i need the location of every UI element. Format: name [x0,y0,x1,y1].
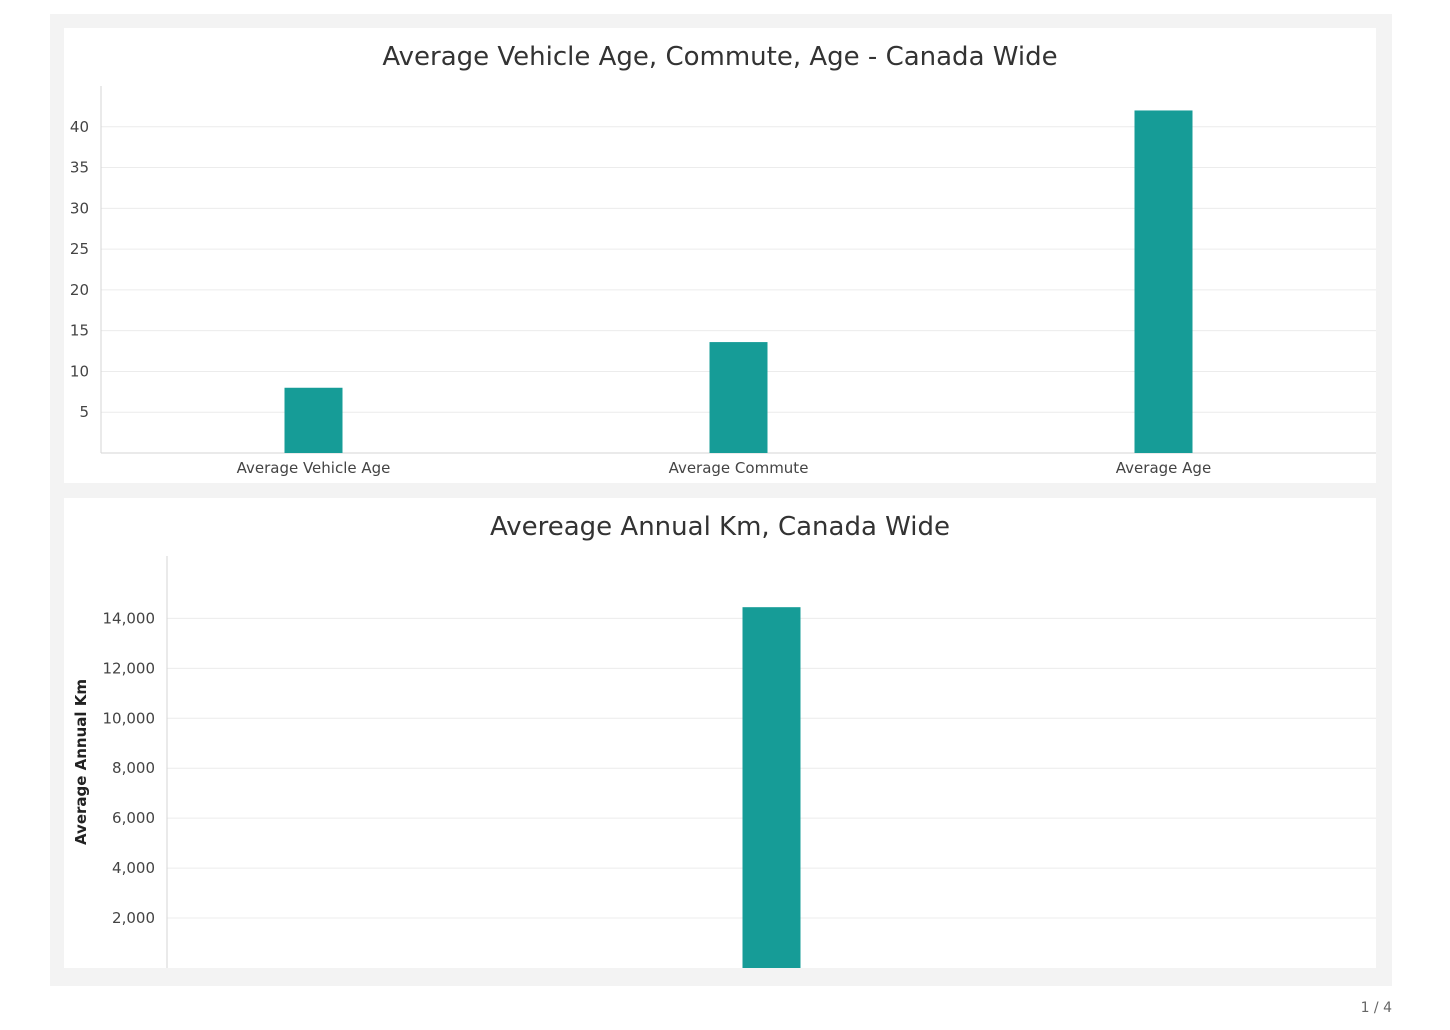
x-tick-label: Average Age [1116,459,1211,477]
y-tick-label: 5 [79,403,89,421]
y-tick-label: 6,000 [112,809,155,827]
bar [284,387,343,453]
chart-title: Avereage Annual Km, Canada Wide [489,512,951,542]
y-tick-label: 35 [70,159,89,177]
y-tick-label: 8,000 [112,759,155,777]
bar-chart-vehicle-age: 5 10 15 20 25 30 35 40 Average Vehicle Age Averag… [70,86,1376,477]
bar [742,607,801,968]
chart-panel-vehicle-age: Average Vehicle Age, Commute, Age - Cana… [64,28,1376,483]
chart-panel-annual-km: Avereage Annual Km, Canada Wide 2,000 4,0… [64,498,1376,968]
y-tick-label: 20 [70,281,89,299]
y-tick-label: 25 [70,240,89,258]
page-indicator: 1 / 4 [1360,1000,1392,1016]
y-tick-label: 15 [70,322,89,340]
x-tick-label: Average Vehicle Age [237,459,391,477]
y-tick-label: 12,000 [103,659,156,677]
y-tick-label: 40 [70,118,89,136]
bar-chart-annual-km: 2,000 4,000 6,000 8,000 10,000 12,000 14,000 Av… [72,556,1376,968]
y-tick-label: 2,000 [112,909,155,927]
y-axis-title: Average Annual Km [72,679,90,845]
x-tick-label: Average Commute [669,459,809,477]
y-tick-label: 4,000 [112,859,155,877]
bar [709,342,768,453]
bar [1134,110,1193,453]
y-tick-label: 10 [70,362,89,380]
y-tick-label: 14,000 [103,609,156,627]
chart-title: Average Vehicle Age, Commute, Age - Cana… [382,42,1058,72]
y-tick-label: 30 [70,199,89,217]
y-tick-label: 10,000 [103,709,156,727]
